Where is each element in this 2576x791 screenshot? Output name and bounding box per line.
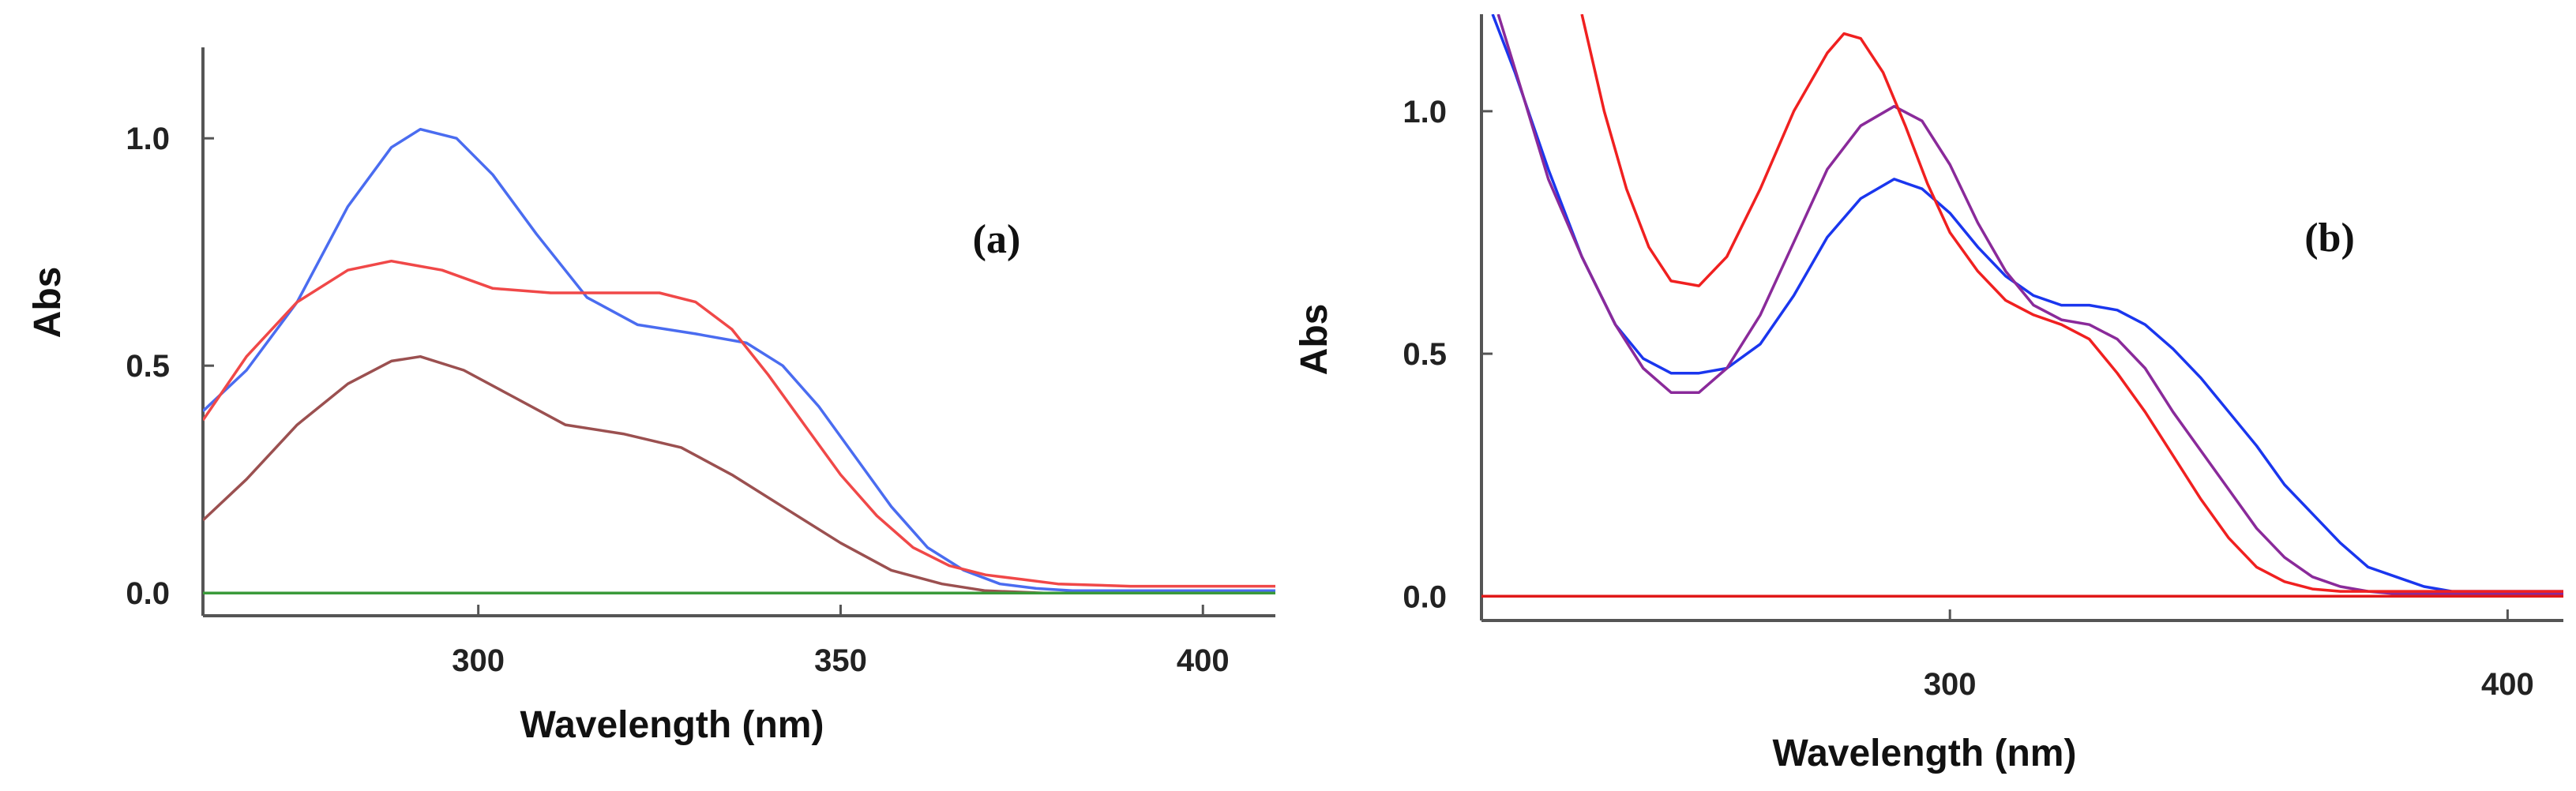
- x-tick-label: 400: [1177, 643, 1230, 678]
- y-tick-label: 1.0: [1403, 95, 1447, 129]
- x-tick-label: 400: [2481, 667, 2534, 702]
- panel-label: (b): [2304, 216, 2355, 261]
- panel-b: 300 400 0.0 0.5 1.0 Wavelength (nm) Abs (b): [1294, 14, 2563, 774]
- series-line-blue: [1491, 14, 2563, 593]
- series-line-red: [1580, 14, 2563, 593]
- y-tick-label: 0.5: [126, 349, 170, 384]
- y-tick-label: 1.0: [126, 122, 170, 156]
- panel-a: 300 350 400 0.0 0.5 1.0 Wavelength (nm) Abs (…: [27, 47, 1275, 746]
- x-axis-title: Wavelength (nm): [1773, 733, 2077, 774]
- panel-label: (a): [973, 217, 1021, 262]
- series-line-red: [203, 259, 1275, 588]
- y-tick-label: 0.0: [126, 576, 170, 611]
- x-tick-label: 350: [814, 643, 867, 678]
- x-tick-label: 300: [452, 643, 505, 678]
- series-line-purple: [1496, 14, 2563, 595]
- y-tick-label: 0.0: [1403, 579, 1447, 614]
- y-axis-title: Abs: [27, 267, 69, 339]
- series-line-blue: [203, 127, 1275, 593]
- x-axis-title: Wavelength (nm): [520, 704, 824, 746]
- y-tick-label: 0.5: [1403, 337, 1447, 372]
- y-axis-title: Abs: [1294, 304, 1335, 376]
- x-tick-label: 300: [1924, 667, 1977, 702]
- series-line-brown: [203, 354, 1275, 594]
